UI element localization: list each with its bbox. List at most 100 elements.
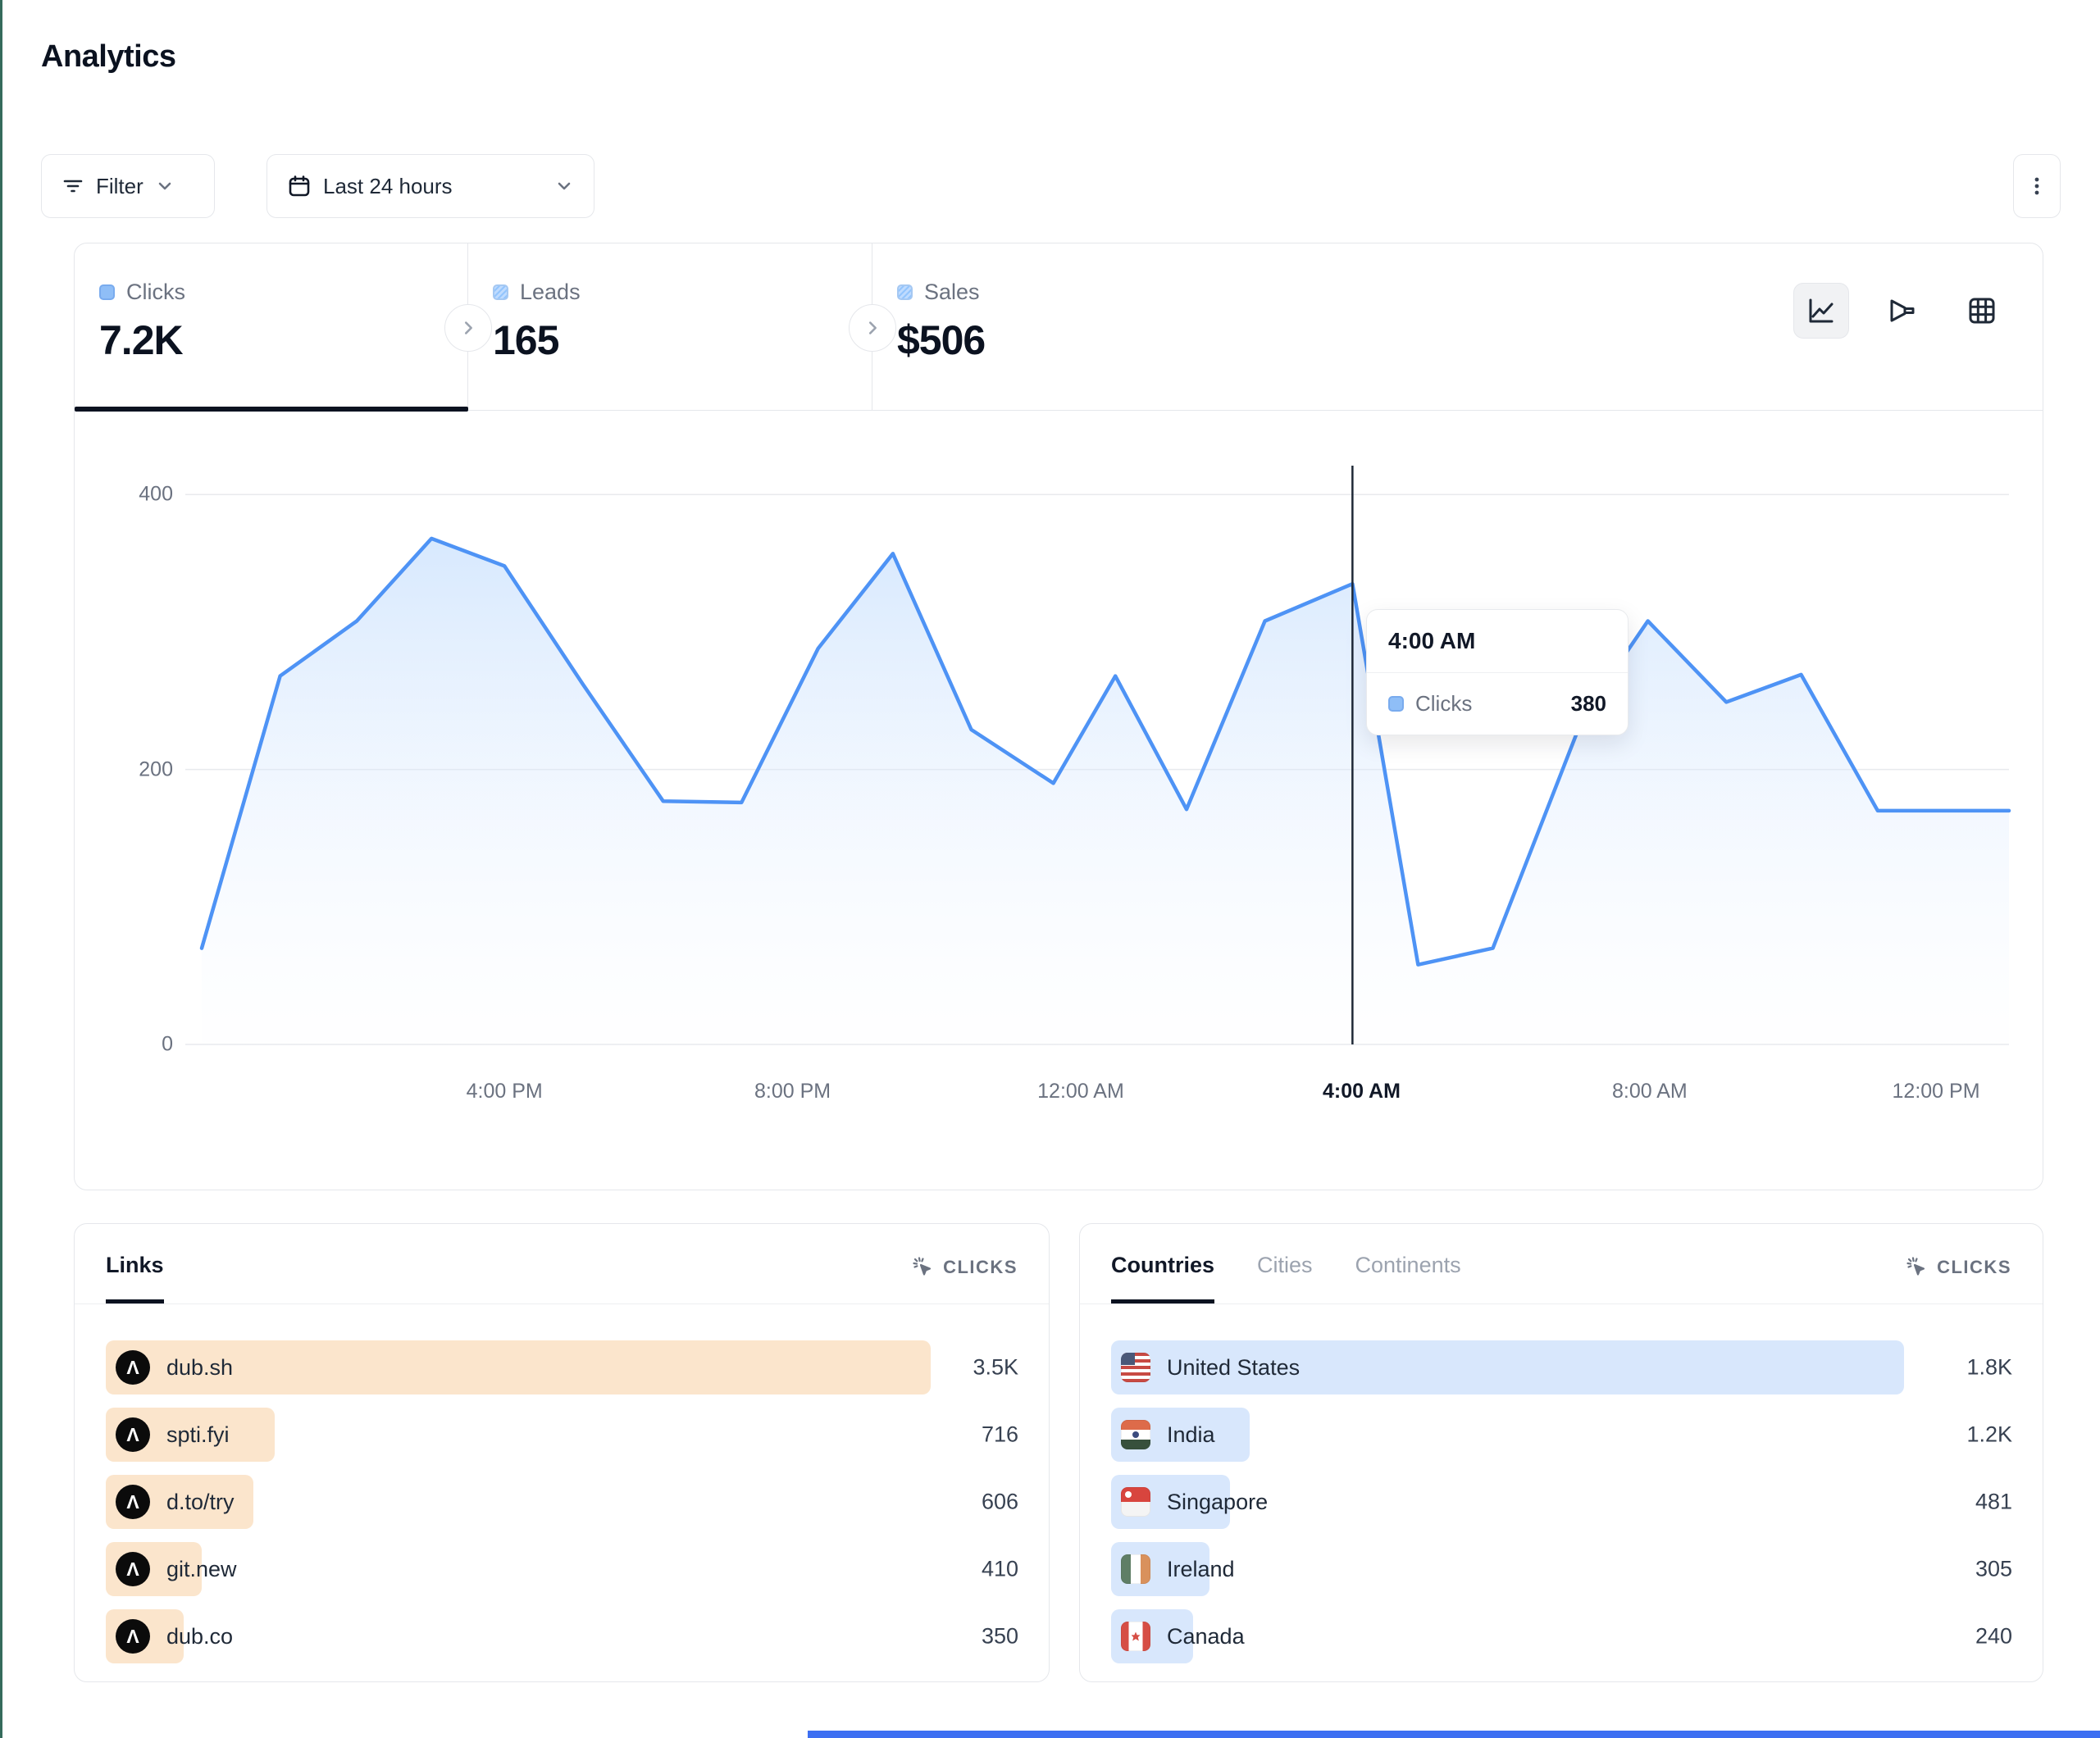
table-icon	[1966, 294, 1998, 327]
flag-singapore-icon	[1121, 1487, 1150, 1517]
page-bottom-accent-border	[808, 1731, 2100, 1738]
tab-next-chevron-button[interactable]	[849, 304, 896, 352]
chevron-right-icon	[863, 319, 881, 337]
tooltip-time: 4:00 AM	[1367, 610, 1628, 673]
page-title: Analytics	[41, 39, 176, 74]
row-value: 716	[981, 1422, 1018, 1447]
more-options-button[interactable]	[2013, 154, 2061, 218]
usage-bar	[106, 1340, 932, 1394]
flag-us-icon	[1121, 1353, 1150, 1382]
leads-legend-square	[493, 284, 508, 300]
tab-next-chevron-button[interactable]	[444, 304, 492, 352]
metric-label-text: CLICKS	[943, 1257, 1018, 1277]
x-axis-tick: 8:00 PM	[754, 1080, 831, 1103]
sales-tab-label: Sales	[924, 280, 980, 304]
list-item[interactable]: Ireland 305	[1111, 1542, 2012, 1596]
chart-type-switcher	[1793, 283, 2010, 339]
analytics-chart-card: Clicks 7.2K Leads 165 Sales $506	[74, 243, 2043, 1190]
list-item[interactable]: United States 1.8K	[1111, 1340, 2012, 1394]
tab-sales[interactable]: Sales $506	[872, 243, 2043, 410]
row-value: 481	[1975, 1489, 2012, 1514]
row-value: 1.2K	[1966, 1422, 2012, 1447]
dub-logo-icon: Λ	[116, 1417, 150, 1452]
dub-logo-icon: Λ	[116, 1485, 150, 1519]
y-axis-tick: 400	[139, 482, 173, 506]
calendar-icon	[287, 174, 312, 198]
y-axis-tick: 0	[162, 1032, 173, 1056]
row-value: 606	[981, 1489, 1018, 1514]
chart-tooltip: 4:00 AM Clicks 380	[1366, 609, 1629, 735]
countries-list: United States 1.8K India 1.2K Singapore …	[1080, 1304, 2043, 1663]
clicks-legend-square	[99, 284, 115, 300]
usage-bar	[1111, 1340, 1905, 1394]
clicks-metric-selector[interactable]: CLICKS	[1906, 1256, 2011, 1304]
funnel-chart-icon	[1885, 294, 1918, 327]
x-axis-tick: 12:00 PM	[1892, 1080, 1980, 1103]
clicks-metric-selector[interactable]: CLICKS	[912, 1256, 1018, 1304]
flag-india-icon	[1121, 1420, 1150, 1449]
metric-label-text: CLICKS	[1937, 1257, 2011, 1277]
list-item[interactable]: Canada 240	[1111, 1609, 2012, 1663]
leads-tab-value: 165	[493, 317, 559, 363]
row-value: 240	[1975, 1623, 2012, 1649]
chevron-down-icon	[155, 176, 175, 196]
dub-logo-icon: Λ	[116, 1552, 150, 1586]
line-chart-view-button[interactable]	[1793, 283, 1849, 339]
page-left-accent-border	[0, 0, 2, 1738]
row-value: 3.5K	[973, 1354, 1018, 1380]
list-item[interactable]: India 1.2K	[1111, 1408, 2012, 1462]
tab-countries[interactable]: Countries	[1111, 1253, 1215, 1304]
flag-ireland-icon	[1121, 1554, 1150, 1584]
tab-continents[interactable]: Continents	[1355, 1253, 1461, 1277]
chevron-right-icon	[459, 319, 477, 337]
x-axis-tick: 4:00 PM	[466, 1080, 543, 1103]
leads-tab-label: Leads	[520, 280, 581, 304]
click-cursor-icon	[1906, 1256, 1929, 1279]
dub-logo-icon: Λ	[116, 1350, 150, 1385]
line-chart-icon	[1805, 294, 1838, 327]
y-axis-tick: 200	[139, 758, 173, 781]
filter-button-label: Filter	[96, 173, 143, 198]
x-axis-tick: 12:00 AM	[1037, 1080, 1124, 1103]
table-view-button[interactable]	[1954, 283, 2010, 339]
x-axis-labels: 4:00 PM 8:00 PM 12:00 AM 4:00 AM 8:00 AM 12:0…	[185, 1080, 2009, 1112]
row-value: 305	[1975, 1556, 2012, 1581]
list-item[interactable]: Singapore 481	[1111, 1475, 2012, 1529]
date-range-button[interactable]: Last 24 hours	[266, 154, 594, 218]
x-axis-tick: 8:00 AM	[1611, 1080, 1688, 1103]
row-value: 410	[981, 1556, 1018, 1581]
tooltip-legend-square	[1388, 696, 1404, 712]
funnel-view-button[interactable]	[1874, 283, 1929, 339]
tab-links[interactable]: Links	[106, 1253, 164, 1304]
filter-button[interactable]: Filter	[41, 154, 215, 218]
x-axis-tick: 4:00 AM	[1323, 1080, 1401, 1103]
tooltip-series-label: Clicks	[1415, 691, 1473, 716]
flag-canada-icon	[1121, 1622, 1150, 1651]
tab-clicks[interactable]: Clicks 7.2K	[75, 243, 468, 412]
tab-leads[interactable]: Leads 165	[468, 243, 872, 410]
sales-legend-square	[897, 284, 913, 300]
clicks-tab-label: Clicks	[126, 280, 185, 304]
date-range-label: Last 24 hours	[323, 173, 453, 198]
kebab-menu-icon	[2026, 175, 2048, 197]
row-value: 1.8K	[1966, 1354, 2012, 1380]
filter-icon	[61, 175, 84, 198]
tooltip-value: 380	[1570, 691, 1606, 716]
clicks-area-chart[interactable]	[185, 466, 2011, 1045]
sales-tab-value: $506	[897, 317, 986, 363]
clicks-tab-value: 7.2K	[99, 317, 184, 363]
row-value: 350	[981, 1623, 1018, 1649]
geo-panel: Countries Cities Continents CLICKS Unite…	[1079, 1223, 2043, 1682]
tab-cities[interactable]: Cities	[1257, 1253, 1313, 1277]
active-tab-underline	[75, 407, 468, 412]
dub-logo-icon: Λ	[116, 1619, 150, 1654]
y-axis-labels: 0 200 400	[107, 466, 173, 1056]
metric-tabs: Clicks 7.2K Leads 165 Sales $506	[75, 243, 2043, 412]
